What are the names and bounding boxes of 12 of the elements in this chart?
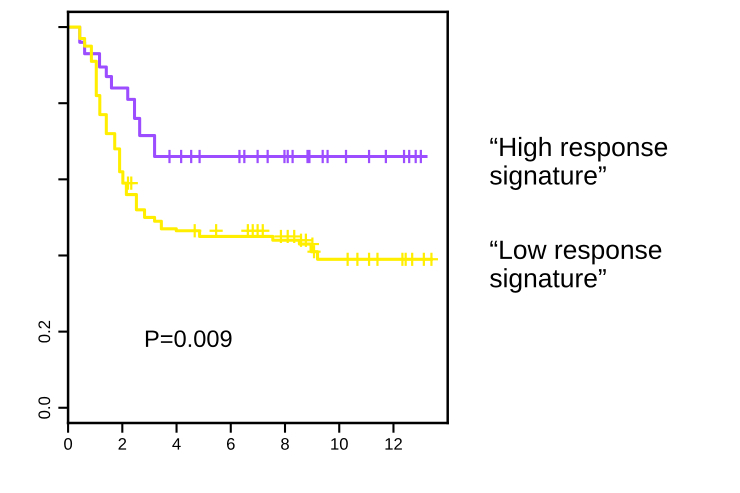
x-tick-label: 10 xyxy=(331,438,348,450)
x-tick-label: 4 xyxy=(172,438,181,450)
x-tick-label: 0 xyxy=(64,438,72,450)
y-tick-label: 0.2 xyxy=(38,320,50,343)
x-tick-label: 8 xyxy=(281,438,289,450)
text: “High response signature” xyxy=(490,136,668,190)
x-tick-label: 12 xyxy=(385,438,402,450)
x-tick-label: 2 xyxy=(118,438,126,450)
text: “Low response signature” xyxy=(490,240,662,293)
x-tick-label: 6 xyxy=(226,438,235,450)
y-tick-label: 0.0 xyxy=(38,396,50,419)
annotation: P=0.009 xyxy=(146,330,232,348)
